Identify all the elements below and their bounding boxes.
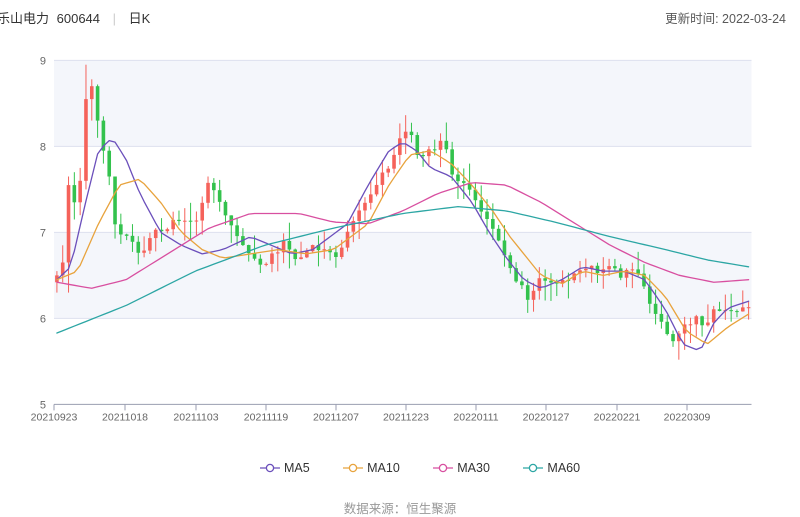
svg-text:20220221: 20220221 <box>594 411 641 423</box>
svg-text:6: 6 <box>40 313 46 325</box>
svg-text:20220309: 20220309 <box>664 411 711 423</box>
svg-text:5: 5 <box>40 399 46 411</box>
svg-text:20210923: 20210923 <box>31 411 78 423</box>
svg-text:9: 9 <box>40 55 46 67</box>
svg-text:20220127: 20220127 <box>523 411 570 423</box>
svg-text:20211119: 20211119 <box>244 411 289 423</box>
svg-text:20211223: 20211223 <box>383 411 429 423</box>
svg-text:20211103: 20211103 <box>173 411 218 423</box>
svg-text:20211018: 20211018 <box>102 411 148 423</box>
svg-text:20220111: 20220111 <box>453 411 498 423</box>
svg-text:20211207: 20211207 <box>313 411 359 423</box>
svg-text:8: 8 <box>40 141 46 153</box>
svg-text:7: 7 <box>40 227 46 239</box>
